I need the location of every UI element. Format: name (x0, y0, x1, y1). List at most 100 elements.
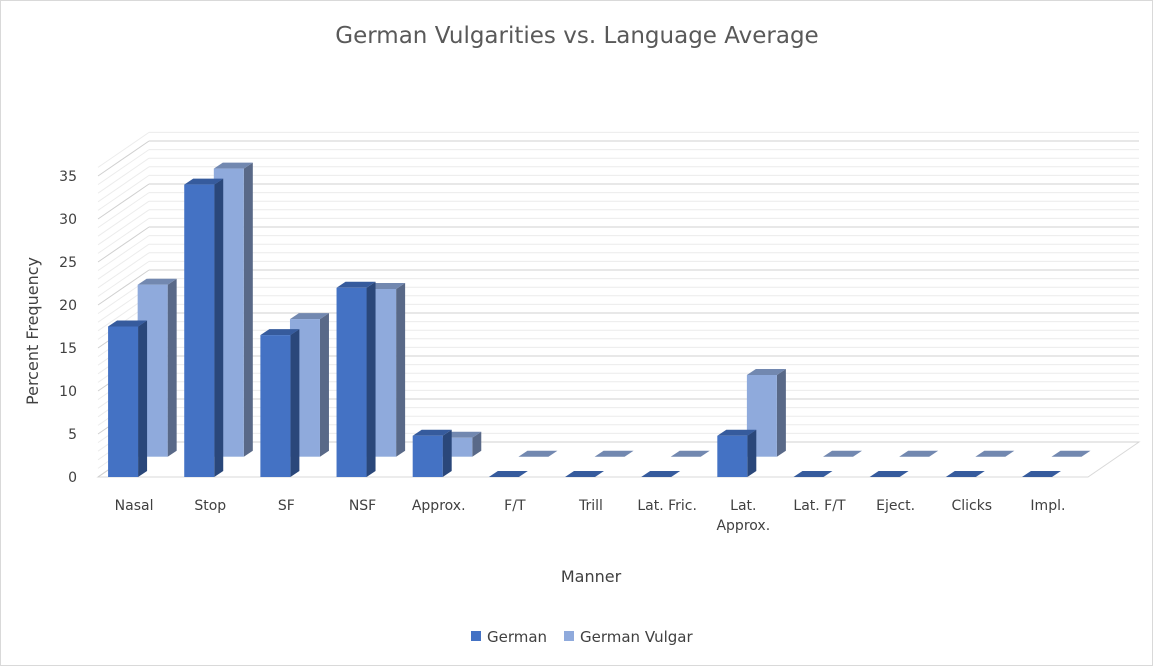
x-tick-label: Lat. Fric. (637, 498, 697, 514)
legend: German German Vulgar (471, 628, 693, 646)
y-tick-label: 10 (59, 384, 77, 400)
bar-german (488, 471, 528, 477)
bar-german (641, 471, 681, 477)
x-tick-label: Impl. (1030, 498, 1065, 514)
x-tick-label: Trill (578, 498, 603, 514)
x-tick-label: Approx. (716, 518, 770, 534)
bar-top (823, 450, 863, 457)
gridline (97, 226, 150, 263)
bar-german (1021, 471, 1061, 477)
gridline (97, 174, 150, 211)
bar-top (366, 283, 406, 289)
x-tick-label: Eject. (876, 498, 915, 514)
bar-german (260, 329, 300, 477)
bar-german (184, 178, 224, 477)
y-tick-label: 20 (59, 298, 77, 314)
bar-side (290, 329, 300, 477)
bar-top (336, 281, 376, 288)
gridlines (97, 131, 1139, 478)
x-axis-title: Manner (561, 567, 622, 586)
chart-title: German Vulgarities vs. Language Average (335, 23, 818, 49)
gridline (97, 149, 150, 186)
bar-side (472, 431, 482, 457)
gridline (97, 209, 150, 246)
gridline (97, 217, 150, 254)
bar-german-vulgar (594, 450, 634, 457)
y-tick-label: 0 (68, 470, 77, 486)
bar-top (412, 429, 452, 436)
gridline (97, 243, 150, 280)
legend-swatch (471, 631, 481, 641)
gridline (97, 200, 150, 237)
gridline (97, 166, 150, 203)
gridline (97, 192, 150, 229)
bar-top (184, 178, 224, 185)
gridline (97, 131, 150, 168)
gridline (97, 157, 150, 194)
bar-german (717, 429, 757, 477)
bar-top (899, 450, 939, 457)
bar-german (869, 471, 909, 477)
x-tick-label: Nasal (115, 498, 154, 514)
x-tick-label: SF (278, 498, 295, 514)
gridline (97, 140, 150, 177)
bar-german-vulgar (899, 450, 939, 457)
bar-top (670, 450, 710, 457)
bar-german (793, 471, 833, 477)
bar-german (945, 471, 985, 477)
bar-german-vulgar (823, 450, 863, 457)
bar-front (412, 435, 443, 477)
gridline (97, 252, 150, 289)
bar-side (776, 369, 786, 457)
x-tick-label: Clicks (951, 498, 992, 514)
bar-side (167, 278, 177, 457)
y-tick-label: 15 (59, 341, 77, 357)
bar-side (214, 178, 224, 477)
bar-german-vulgar (518, 450, 558, 457)
bar-front (260, 335, 291, 477)
bar-german (565, 471, 604, 477)
bar-front (108, 326, 139, 477)
y-tick-label: 5 (68, 427, 77, 443)
bar-top (488, 471, 528, 477)
y-tick-label: 25 (59, 255, 77, 271)
bar-german-vulgar (975, 450, 1015, 457)
bar-top (717, 429, 757, 436)
gridline (97, 269, 150, 306)
x-tick-label: Approx. (412, 498, 466, 514)
bar-top (746, 369, 786, 375)
y-axis-title: Percent Frequency (23, 257, 42, 405)
bar-side (319, 313, 329, 457)
bar-side (747, 429, 757, 477)
x-tick-label: Lat. (730, 498, 756, 514)
bar-german-vulgar (1051, 450, 1091, 457)
bar-german (108, 320, 148, 477)
y-tick-label: 30 (59, 212, 77, 228)
x-tick-label: Lat. F/T (793, 498, 846, 514)
bar-top (975, 450, 1015, 457)
gridline (97, 235, 150, 272)
bar-top (518, 450, 558, 457)
bar-top (1051, 450, 1091, 457)
bar-top (1021, 471, 1061, 477)
bar-top (945, 471, 985, 477)
x-tick-label: Stop (194, 498, 226, 514)
bar-side (243, 162, 253, 457)
x-axis-ticks: Nasal Stop SF NSF Approx. F/T Trill Lat. Fric. L… (115, 498, 1066, 534)
x-tick-label: F/T (504, 498, 526, 514)
bars (108, 162, 1091, 477)
bar-side (366, 281, 376, 477)
bar-top (213, 162, 253, 169)
y-tick-label: 35 (59, 169, 77, 185)
bar-side (442, 429, 452, 477)
legend-label: German Vulgar (580, 628, 693, 646)
gridline (97, 183, 150, 220)
bar-top (641, 471, 681, 477)
bar-german-vulgar (670, 450, 710, 457)
legend-label: German (487, 628, 547, 646)
bar-side (396, 283, 406, 457)
bar-top (289, 313, 329, 320)
legend-swatch (564, 631, 574, 641)
